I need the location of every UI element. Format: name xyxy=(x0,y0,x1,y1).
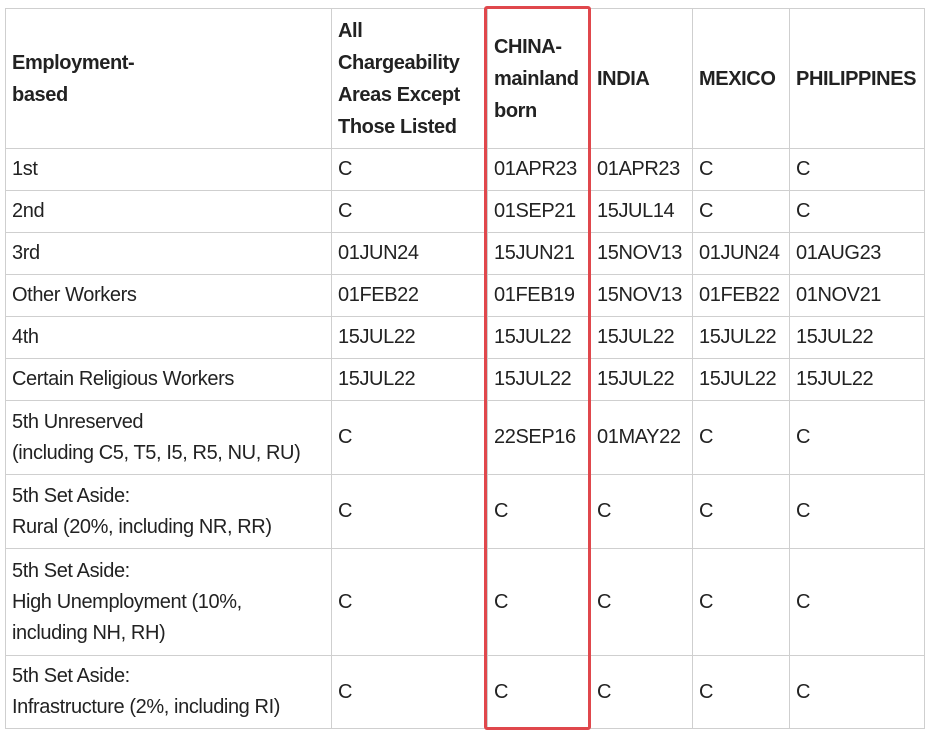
table-cell: 01JUN24 xyxy=(331,232,488,275)
table-cell: C xyxy=(331,400,488,475)
table-cell: C xyxy=(789,548,925,656)
row-label: 5th Unreserved (including C5, T5, I5, R5… xyxy=(5,400,332,475)
row-label: Other Workers xyxy=(5,274,332,317)
table-cell: C xyxy=(331,148,488,191)
row-label: 4th xyxy=(5,316,332,359)
row-label: 3rd xyxy=(5,232,332,275)
table-cell: C xyxy=(487,474,591,549)
table-row: Other Workers 01FEB22 01FEB19 15NOV13 01FEB2… xyxy=(5,274,925,317)
table-cell: 15JUL22 xyxy=(789,316,925,359)
table-cell: 01MAY22 xyxy=(590,400,693,475)
column-header: All Chargeability Areas Except Those Lis… xyxy=(331,8,488,149)
table-cell: 01SEP21 xyxy=(487,190,591,233)
table-cell: C xyxy=(789,474,925,549)
table-cell: 15JUL22 xyxy=(331,316,488,359)
table-cell: C xyxy=(331,548,488,656)
table-cell: 15JUL22 xyxy=(331,358,488,401)
table-cell: 15NOV13 xyxy=(590,232,693,275)
column-header: MEXICO xyxy=(692,8,790,149)
table-cell: C xyxy=(331,474,488,549)
table-cell: 15JUN21 xyxy=(487,232,591,275)
column-header: PHILIPPINES xyxy=(789,8,925,149)
table-cell: C xyxy=(692,148,790,191)
table-row: 1st C 01APR23 01APR23 C C xyxy=(5,148,925,191)
table-cell: 15JUL22 xyxy=(692,316,790,359)
table-cell: C xyxy=(692,655,790,729)
visa-bulletin-table: Employment- based All Chargeability Areas… xyxy=(5,8,925,729)
table-cell: 15JUL14 xyxy=(590,190,693,233)
table-cell: 15JUL22 xyxy=(590,358,693,401)
column-header: CHINA- mainland born xyxy=(487,8,591,149)
table-cell: 01NOV21 xyxy=(789,274,925,317)
table-cell: 01FEB19 xyxy=(487,274,591,317)
header-row: Employment- based All Chargeability Areas… xyxy=(5,8,925,149)
table-cell: C xyxy=(692,548,790,656)
table-cell: 15JUL22 xyxy=(590,316,693,359)
table-row: 5th Set Aside: Infrastructure (2%, inclu… xyxy=(5,655,925,729)
table-cell: 15JUL22 xyxy=(487,358,591,401)
table-cell: 15JUL22 xyxy=(692,358,790,401)
table-cell: 15NOV13 xyxy=(590,274,693,317)
table-cell: C xyxy=(789,400,925,475)
row-label: 2nd xyxy=(5,190,332,233)
row-label: 5th Set Aside: Rural (20%, including NR,… xyxy=(5,474,332,549)
table-cell: C xyxy=(789,655,925,729)
table-cell: C xyxy=(692,400,790,475)
table-row: 5th Unreserved (including C5, T5, I5, R5… xyxy=(5,400,925,475)
table-row: 4th 15JUL22 15JUL22 15JUL22 15JUL22 15JUL22 xyxy=(5,316,925,359)
table-cell: 01APR23 xyxy=(487,148,591,191)
table-cell: C xyxy=(331,655,488,729)
row-label: 1st xyxy=(5,148,332,191)
row-label: 5th Set Aside: High Unemployment (10%, i… xyxy=(5,548,332,656)
table-cell: 01JUN24 xyxy=(692,232,790,275)
table-cell: C xyxy=(487,655,591,729)
table-cell: C xyxy=(692,190,790,233)
row-label: Certain Religious Workers xyxy=(5,358,332,401)
table-row: Certain Religious Workers 15JUL22 15JUL22 1… xyxy=(5,358,925,401)
table-cell: 01FEB22 xyxy=(331,274,488,317)
column-header: INDIA xyxy=(590,8,693,149)
table-cell: 01APR23 xyxy=(590,148,693,191)
table-cell: C xyxy=(789,190,925,233)
table-cell: C xyxy=(487,548,591,656)
table-cell: 01AUG23 xyxy=(789,232,925,275)
table-cell: 22SEP16 xyxy=(487,400,591,475)
table-cell: C xyxy=(789,148,925,191)
table-cell: 01FEB22 xyxy=(692,274,790,317)
table-cell: C xyxy=(590,548,693,656)
table-row: 5th Set Aside: High Unemployment (10%, i… xyxy=(5,548,925,656)
table-row: 3rd 01JUN24 15JUN21 15NOV13 01JUN24 01AUG23 xyxy=(5,232,925,275)
column-header: Employment- based xyxy=(5,8,332,149)
table-row: 2nd C 01SEP21 15JUL14 C C xyxy=(5,190,925,233)
table-cell: C xyxy=(692,474,790,549)
table-cell: C xyxy=(590,655,693,729)
table-row: 5th Set Aside: Rural (20%, including NR,… xyxy=(5,474,925,549)
row-label: 5th Set Aside: Infrastructure (2%, inclu… xyxy=(5,655,332,729)
table-cell: 15JUL22 xyxy=(789,358,925,401)
table-cell: C xyxy=(331,190,488,233)
table-cell: 15JUL22 xyxy=(487,316,591,359)
table-cell: C xyxy=(590,474,693,549)
